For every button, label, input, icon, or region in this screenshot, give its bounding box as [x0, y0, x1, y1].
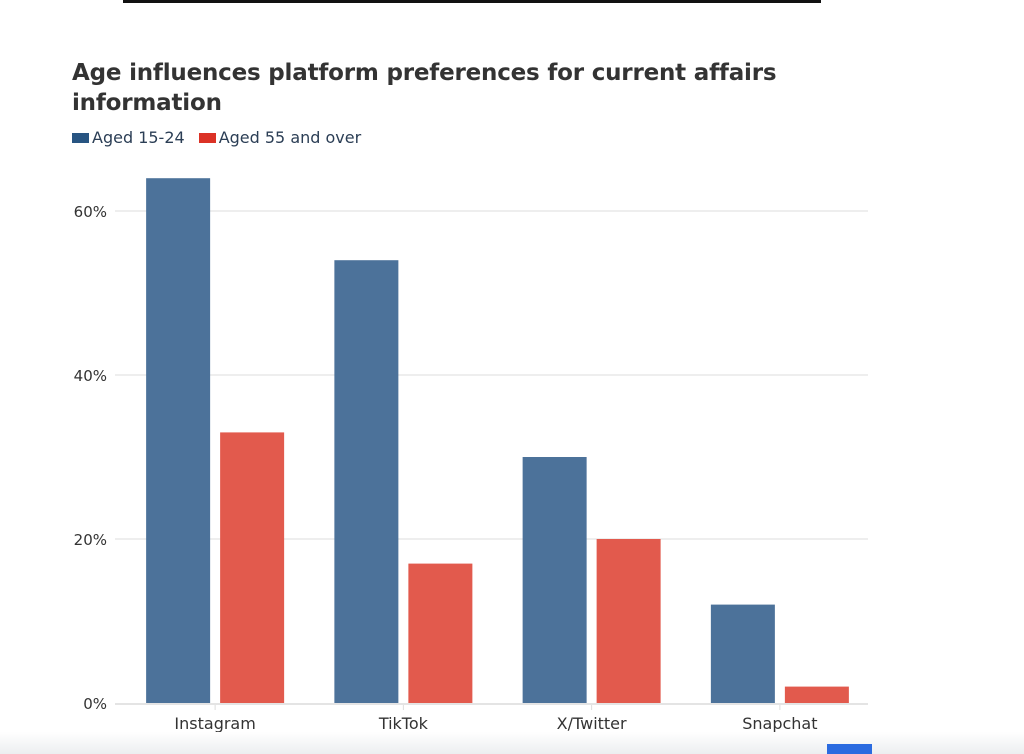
- chart-title: Age influences platform preferences for …: [72, 60, 777, 116]
- x-tick-label: TikTok: [378, 714, 429, 733]
- y-tick-label: 60%: [74, 203, 107, 221]
- y-tick-label: 40%: [74, 367, 107, 385]
- x-tick-label: Instagram: [174, 714, 255, 733]
- bar-instagram-0: [146, 178, 211, 703]
- legend-label: Aged 15-24: [92, 128, 185, 147]
- y-tick-label: 0%: [83, 695, 107, 713]
- bar-tiktok-0: [334, 260, 399, 703]
- bottom-bar: [0, 732, 1024, 754]
- bar-instagram-1: [220, 432, 285, 703]
- bar-snapchat-1: [784, 686, 849, 703]
- top-divider: [123, 0, 821, 3]
- bar-tiktok-1: [408, 563, 473, 703]
- legend-label: Aged 55 and over: [218, 128, 362, 147]
- bar-snapchat-0: [710, 604, 775, 703]
- blue-button[interactable]: [827, 744, 872, 754]
- bar-xtwitter-1: [596, 539, 661, 703]
- legend-swatch: [198, 132, 216, 143]
- bar-xtwitter-0: [522, 457, 587, 703]
- legend-swatch: [72, 132, 89, 143]
- x-tick-label: X/Twitter: [557, 714, 627, 733]
- y-tick-label: 20%: [74, 531, 107, 549]
- legend-item-aged-55-over[interactable]: Aged 55 and over: [198, 128, 362, 147]
- x-tick-label: Snapchat: [742, 714, 817, 733]
- legend-item-aged-15-24[interactable]: Aged 15-24: [72, 128, 185, 147]
- legend: Aged 15-24 Aged 55 and over: [72, 128, 375, 147]
